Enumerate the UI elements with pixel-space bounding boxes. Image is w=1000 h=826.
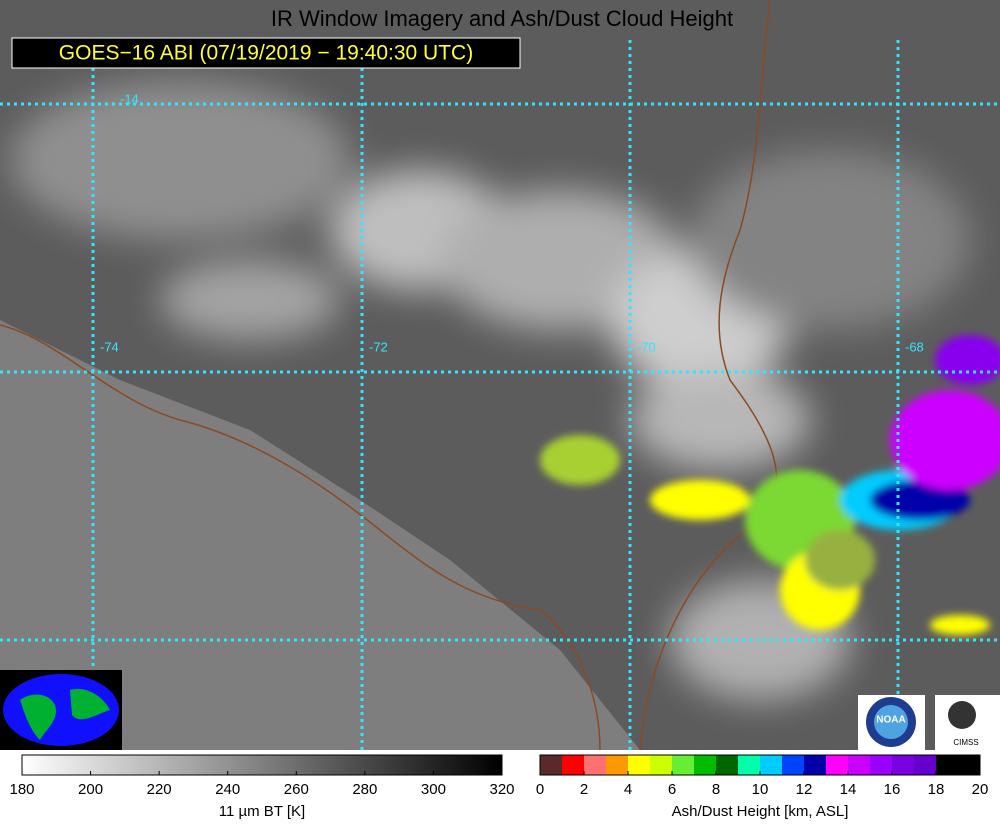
colorbar-segment: [892, 755, 915, 775]
cimss-logo: CIMSS: [935, 695, 1000, 750]
tick-label: 16: [884, 781, 901, 798]
colorbar-label: 11 µm BT [K]: [219, 803, 305, 820]
tick-label: 280: [352, 781, 377, 798]
colorbar-segment: [782, 755, 805, 775]
colorbar-segment: [804, 755, 827, 775]
timestamp-box: [11, 37, 521, 69]
colorbar-segment: [936, 755, 959, 775]
colorbar: [22, 755, 502, 775]
logo-text: CIMSS: [953, 738, 978, 747]
colorbar-segment: [958, 755, 981, 775]
title: IR Window Imagery and Ash/Dust Cloud Hei…: [271, 6, 733, 31]
colorbar-segment: [562, 755, 585, 775]
colorbar-segment: [848, 755, 871, 775]
tick-label: 18: [928, 781, 945, 798]
lon-label: -70: [637, 339, 656, 354]
colorbar-segment: [716, 755, 739, 775]
tick-label: 20: [972, 781, 989, 798]
tick-label: 180: [9, 781, 34, 798]
tick-label: 4: [624, 781, 632, 798]
colorbar-segment: [826, 755, 849, 775]
lon-label: -74: [100, 339, 119, 354]
logo-text: NOAA: [876, 715, 905, 726]
colorbar-segment: [628, 755, 651, 775]
tick-label: 14: [840, 781, 857, 798]
tick-label: 240: [215, 781, 240, 798]
tick-label: 2: [580, 781, 588, 798]
colorbar-label: Ash/Dust Height [km, ASL]: [672, 803, 849, 820]
colorbar-segment: [584, 755, 607, 775]
tick-label: 12: [796, 781, 813, 798]
lat-label: -14: [120, 91, 139, 106]
tick-label: 260: [284, 781, 309, 798]
colorbar-segment: [540, 755, 563, 775]
tick-label: 320: [489, 781, 514, 798]
satellite-image: -14 -74 -72 -70 -68: [0, 0, 1000, 751]
tick-label: 300: [421, 781, 446, 798]
colorbar-segment: [606, 755, 629, 775]
tick-label: 10: [752, 781, 769, 798]
noaa-logo: NOAA: [858, 695, 925, 750]
colorbar-segment: [760, 755, 783, 775]
tick-label: 200: [78, 781, 103, 798]
lon-label: -68: [905, 339, 924, 354]
colorbar-segment: [914, 755, 937, 775]
colorbar-segment: [870, 755, 893, 775]
colorbar-frame: [21, 754, 503, 776]
tick-label: 220: [147, 781, 172, 798]
colorbar-segment: [694, 755, 717, 775]
tick-label: 6: [668, 781, 676, 798]
colorbar-segment: [738, 755, 761, 775]
timestamp: GOES−16 ABI (07/19/2019 − 19:40:30 UTC): [59, 42, 473, 65]
lon-label: -72: [369, 339, 388, 354]
tick-label: 8: [712, 781, 720, 798]
colorbar-segment: [672, 755, 695, 775]
tick-label: 0: [536, 781, 544, 798]
colorbar-segment: [650, 755, 673, 775]
globe-inset: [0, 670, 122, 750]
